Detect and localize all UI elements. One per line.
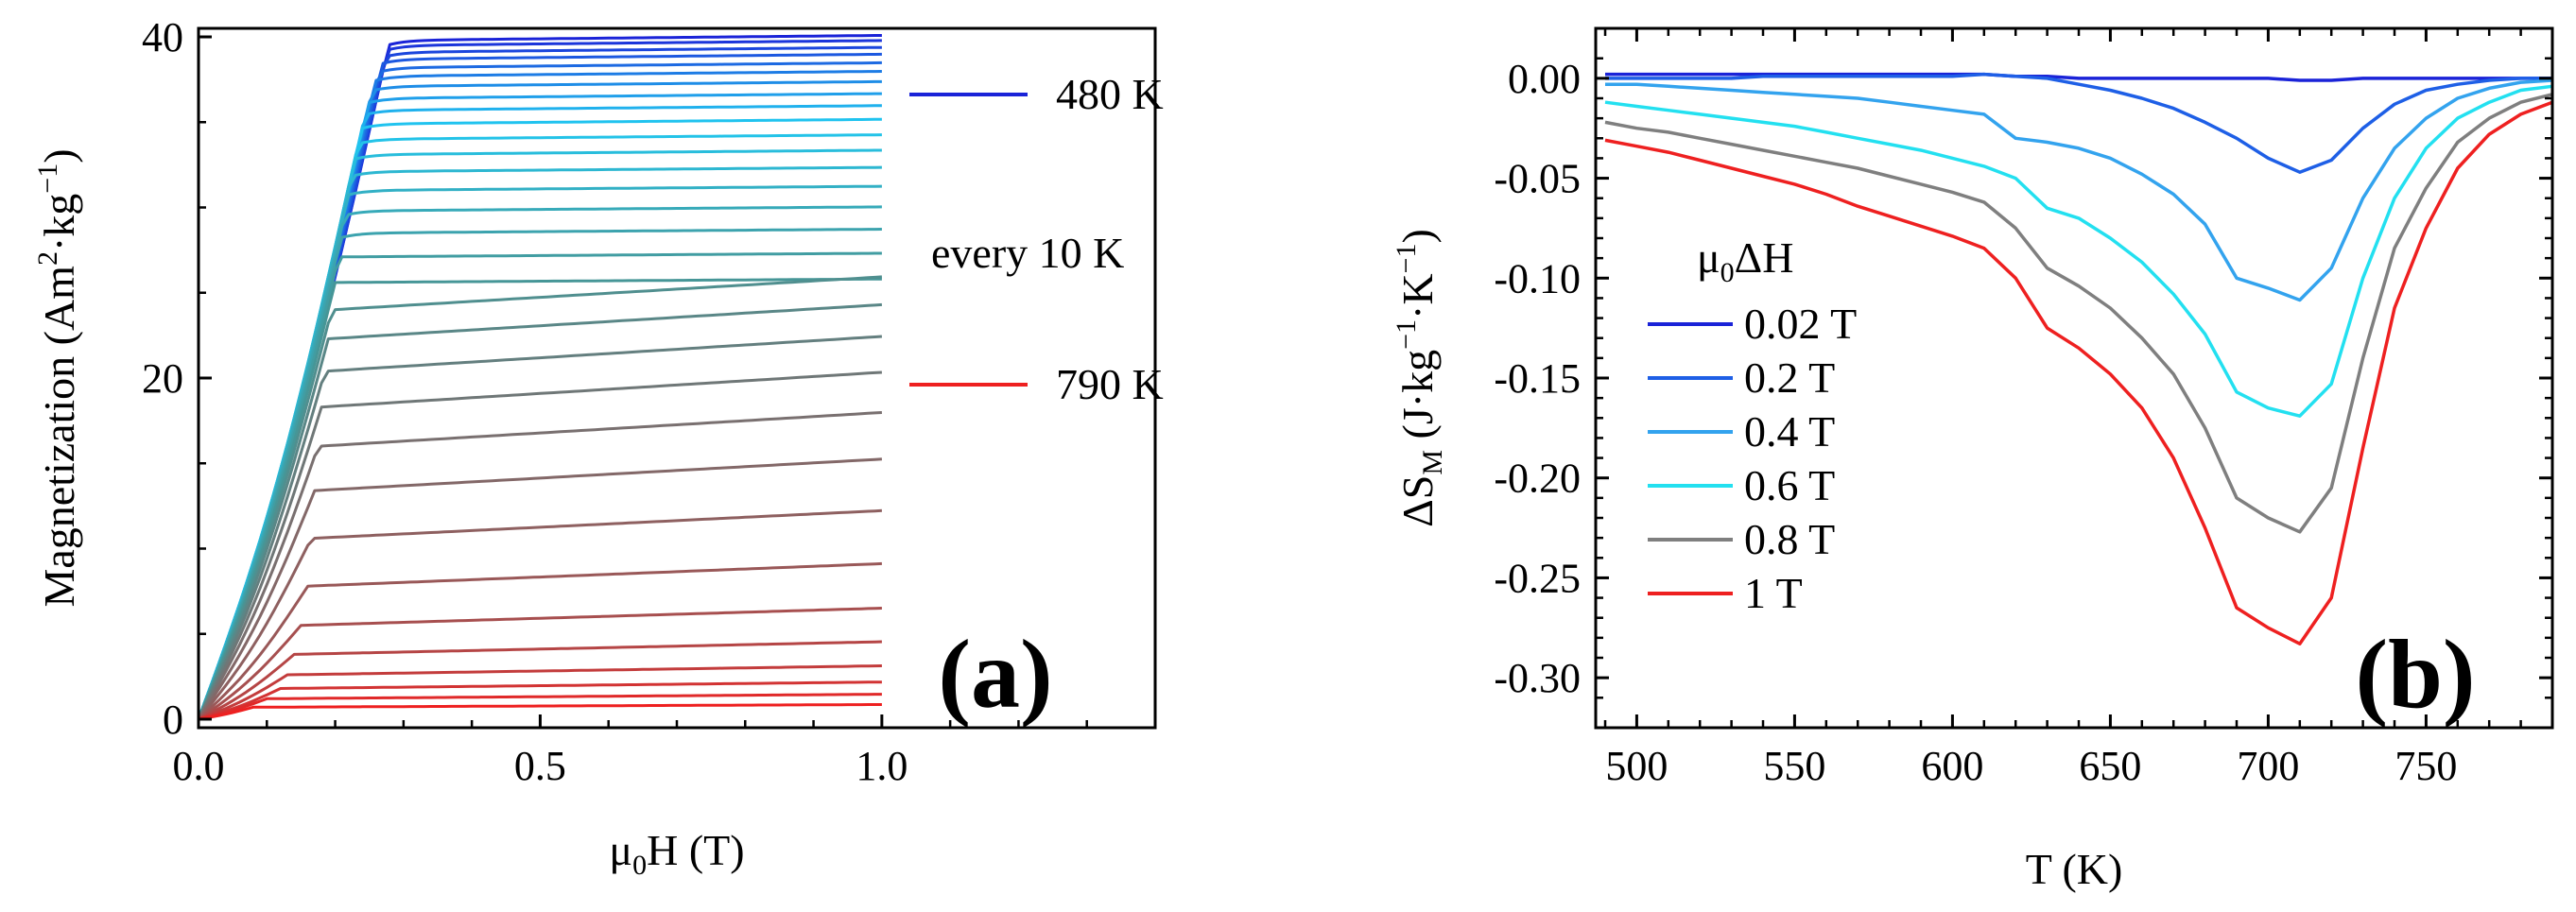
- a-isotherm-line: [197, 228, 882, 720]
- a-isotherm-line: [198, 703, 882, 721]
- b-x-tick-label: 750: [2394, 743, 2457, 789]
- b-y-tick-label: -0.10: [1494, 255, 1581, 301]
- a-legend-every-10k: every 10 K: [931, 229, 1124, 277]
- a-y-axis-label: Magnetization (Am2·kg−1): [32, 148, 83, 607]
- b-legend-label: 0.02 T: [1744, 300, 1857, 348]
- b-panel-tag: (b): [2355, 620, 2475, 729]
- panel-a: 0.0 0.5 1.0 0 20 40 μ0H (T) Magnetization (Am…: [32, 14, 1164, 881]
- a-isotherm-line: [197, 277, 882, 720]
- b-x-tick-label: 600: [1921, 743, 1983, 789]
- b-x-tick-label: 650: [2079, 743, 2141, 789]
- b-legend-label: 1 T: [1744, 569, 1803, 617]
- a-isotherm-line: [197, 335, 883, 720]
- b-y-tick-label: -0.25: [1494, 555, 1581, 601]
- b-legend: μ0ΔH 0.02 T 0.2 T 0.4 T 0.6 T 0.8 T 1 T: [1648, 233, 1857, 617]
- b-legend-title: μ0ΔH: [1697, 233, 1793, 288]
- b-y-tick-label: -0.15: [1494, 355, 1581, 402]
- b-series-line: [1605, 72, 2552, 174]
- b-y-tick-label: -0.05: [1494, 156, 1581, 202]
- a-x-tick-label: 0.0: [173, 743, 225, 789]
- a-legend-label-790k: 790 K: [1056, 360, 1164, 408]
- a-x-axis-label: μ0H (T): [609, 826, 744, 881]
- b-axis-ticks: 500 550 600 650 700 750 0.00 -0.05 -0.10 -0.15 -0.…: [1494, 28, 2554, 789]
- a-isotherm-curves: [197, 34, 883, 721]
- b-y-axis-label: ΔSM (J·kg−1·K−1): [1391, 229, 1448, 527]
- b-y-tick-label: -0.20: [1494, 456, 1581, 502]
- a-isotherm-line: [198, 664, 882, 721]
- a-isotherm-line: [197, 165, 882, 720]
- b-x-axis-label: T (K): [2026, 845, 2123, 893]
- a-y-tick-label: 40: [142, 14, 183, 60]
- b-x-tick-label: 500: [1605, 743, 1668, 789]
- a-axis-ticks: 0.0 0.5 1.0 0 20 40: [142, 14, 1088, 789]
- b-x-tick-label: 550: [1763, 743, 1825, 789]
- a-x-tick-label: 1.0: [856, 743, 908, 789]
- panel-b: 500 550 600 650 700 750 0.00 -0.05 -0.10 -0.15 -0.…: [1391, 26, 2554, 893]
- b-series-line: [1604, 84, 2553, 418]
- a-isotherm-line: [197, 251, 882, 720]
- a-isotherm-line: [197, 508, 882, 720]
- a-isotherm-line: [197, 370, 882, 720]
- a-isotherm-line: [197, 411, 882, 720]
- b-x-tick-label: 700: [2237, 743, 2299, 789]
- a-isotherm-line: [197, 561, 882, 721]
- a-y-tick-label: 0: [163, 697, 183, 743]
- a-panel-tag: (a): [938, 620, 1052, 729]
- b-series-line: [1604, 93, 2553, 534]
- b-series-line: [1605, 72, 2552, 82]
- b-entropy-curves: [1604, 72, 2553, 645]
- b-series-line: [1605, 78, 2553, 302]
- a-legend-label-480k: 480 K: [1056, 70, 1164, 118]
- a-isotherm-line: [198, 640, 882, 721]
- b-legend-label: 0.8 T: [1744, 515, 1835, 563]
- b-series-line: [1604, 100, 2553, 645]
- a-isotherm-line: [198, 607, 882, 721]
- a-isotherm-line: [197, 457, 883, 720]
- b-y-tick-label: 0.00: [1508, 56, 1581, 102]
- a-isotherm-line: [197, 275, 883, 720]
- a-y-tick-label: 20: [142, 355, 183, 402]
- b-legend-label: 0.2 T: [1744, 353, 1835, 402]
- b-y-tick-label: -0.30: [1494, 655, 1581, 701]
- a-x-tick-label: 0.5: [514, 743, 566, 789]
- a-isotherm-line: [197, 302, 883, 720]
- a-isotherm-line: [198, 693, 882, 721]
- a-isotherm-line: [198, 680, 882, 721]
- b-legend-label: 0.4 T: [1744, 407, 1835, 456]
- b-legend-label: 0.6 T: [1744, 461, 1835, 509]
